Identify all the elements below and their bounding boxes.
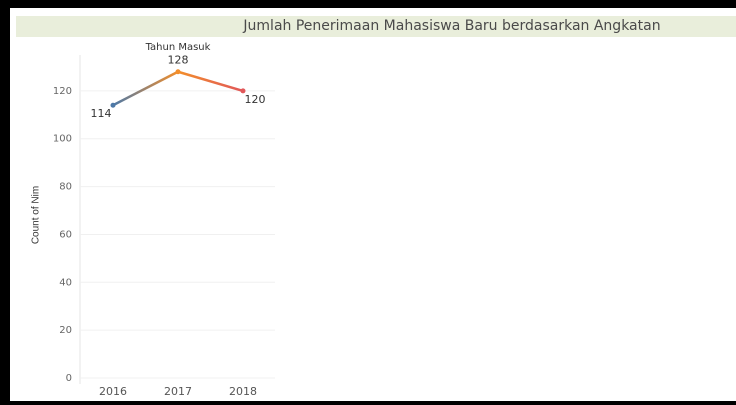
y-tick-label: 120 [53, 86, 72, 97]
title-bar [16, 16, 736, 37]
y-tick-label: 0 [66, 373, 72, 384]
data-label: 128 [168, 54, 189, 67]
point [110, 102, 116, 108]
x-tick-label: 2018 [229, 385, 257, 398]
y-tick-label: 60 [59, 229, 72, 240]
data-label: 114 [91, 107, 112, 120]
y-tick-label: 20 [59, 325, 72, 336]
y-tick-label: 100 [53, 134, 72, 145]
y-axis-label: Count of Nim [31, 186, 42, 244]
x-tick-label: 2017 [164, 385, 192, 398]
point [240, 88, 246, 94]
point [175, 69, 181, 75]
column-header: Tahun Masuk [145, 42, 211, 53]
chart-title: Jumlah Penerimaan Mahasiswa Baru berdasa… [242, 18, 660, 34]
x-tick-label: 2016 [99, 385, 127, 398]
y-tick-label: 40 [59, 277, 72, 288]
y-tick-label: 80 [59, 182, 72, 193]
data-label: 120 [245, 93, 266, 106]
canvas [10, 8, 736, 401]
